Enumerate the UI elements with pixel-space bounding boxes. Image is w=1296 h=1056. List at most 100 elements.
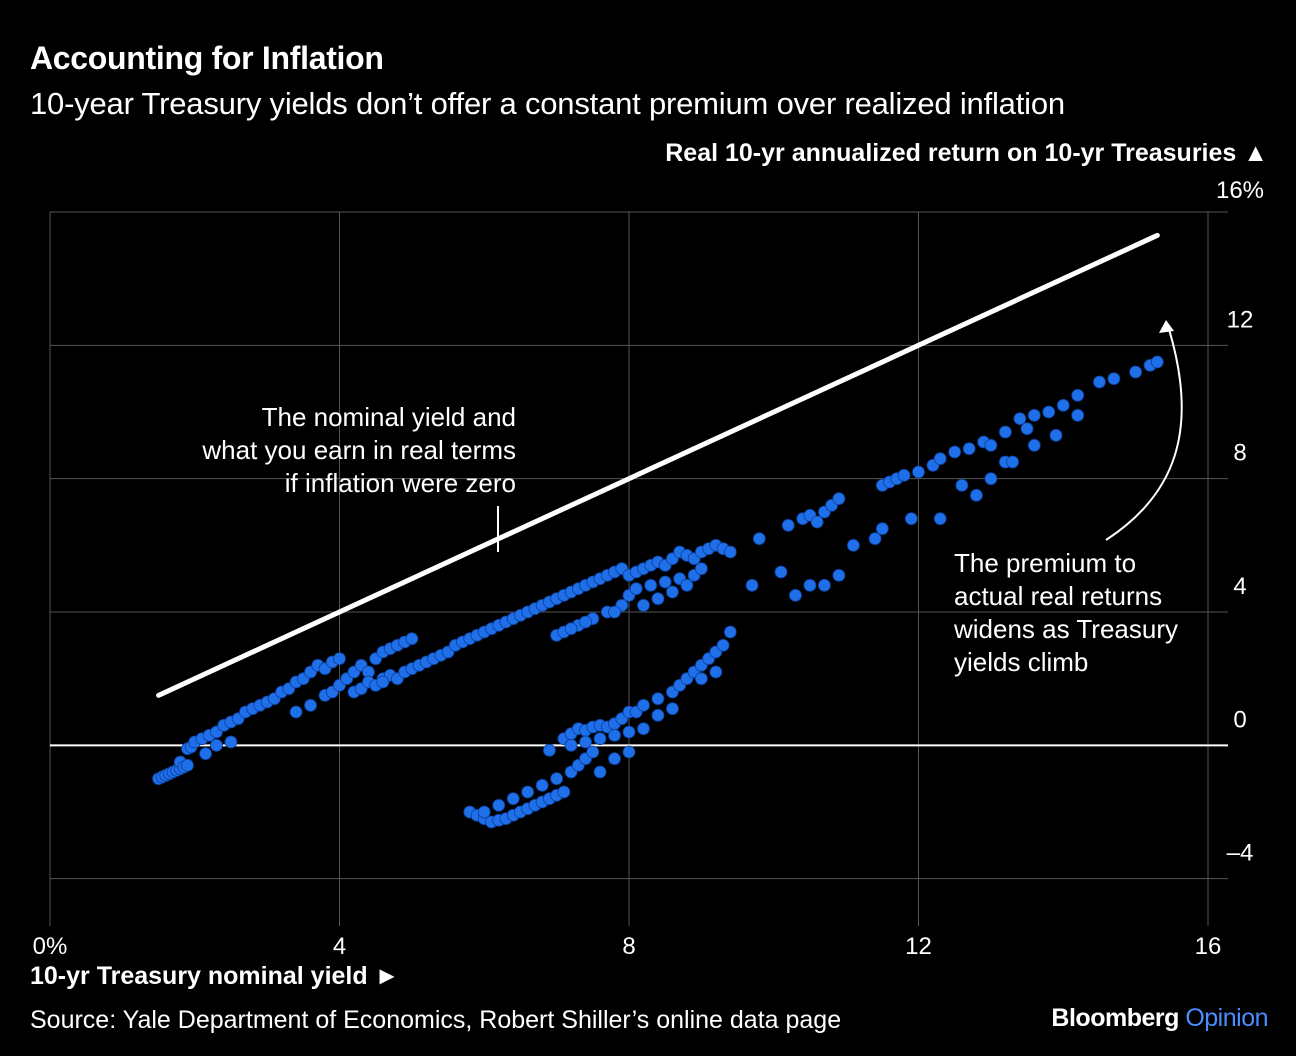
data-point [694,672,708,686]
data-point [948,445,962,459]
data-point [666,702,679,716]
data-point [658,575,672,589]
brand-main: Bloomberg [1051,1004,1179,1032]
zero-inflation-line-group [156,232,1160,698]
data-point [962,442,976,456]
data-point [1056,398,1070,412]
data-point [622,745,636,759]
line-note-line-1: The nominal yield and [262,402,516,432]
data-point [629,582,643,596]
data-point [789,588,802,602]
data-point [224,735,238,749]
data-point [970,488,983,502]
data-point [637,722,650,736]
x-tick-label: 4 [333,933,346,960]
chart-subtitle: 10-year Treasury yields don’t offer a co… [30,86,1065,121]
data-point [550,772,564,786]
data-point [818,578,831,592]
data-point [199,747,213,761]
data-point [1042,405,1056,419]
bloomberg-opinion-logo: Bloomberg Opinion [1051,1004,1268,1033]
line-note-line-3: if inflation were zero [285,468,516,498]
data-point [984,438,998,452]
data-point [1027,438,1041,452]
data-point [637,598,650,612]
x-tick-label: 8 [622,933,635,960]
x-axis-title: 10-yr Treasury nominal yield ► [30,962,400,990]
data-point [651,708,665,722]
data-point [521,785,535,799]
data-point [875,522,889,536]
data-point [1129,365,1143,379]
y-tick-label: 12 [1227,306,1254,333]
data-point [557,785,571,799]
data-point [608,605,621,619]
data-point [1006,455,1019,469]
premium-note-line-2: actual real returns [954,581,1162,611]
data-point [637,698,650,712]
y-tick-label: 4 [1233,573,1246,600]
data-point [492,798,506,812]
data-point [651,692,665,706]
data-point [933,512,947,526]
data-point [608,728,621,742]
data-point [745,578,759,592]
data-point [1049,428,1063,442]
data-point [716,638,730,652]
x-tick-label: 16 [1195,933,1222,960]
data-point [1071,388,1085,402]
data-point [564,738,578,752]
data-point [752,532,766,546]
data-point [289,705,303,719]
data-point [680,578,694,592]
data-point [651,592,665,606]
y-tick-label: 8 [1233,440,1246,467]
data-point [723,545,737,559]
line-note-line-2: what you earn in real terms [201,435,516,465]
x-tick-label: 12 [905,933,932,960]
data-point [998,425,1012,439]
y-axis-title: Real 10-yr annualized return on 10-yr Tr… [665,139,1268,167]
brand-sub: Opinion [1185,1004,1268,1032]
data-point [846,538,860,552]
data-point [1027,408,1041,422]
data-point [608,752,621,766]
premium-note-line-3: widens as Treasury [953,614,1178,644]
y-tick-label: –4 [1227,840,1254,867]
data-point [586,745,600,759]
data-point [955,478,969,492]
data-point [897,468,911,482]
data-point [477,805,491,819]
data-point [694,562,708,576]
data-point [405,632,419,646]
data-point [506,792,520,806]
data-point [723,625,737,639]
data-point [709,665,723,679]
data-point [781,518,795,532]
data-point [1071,408,1085,422]
data-point [1093,375,1106,389]
data-point [644,578,658,592]
premium-note-line-1: The premium to [954,548,1136,578]
data-point [1013,412,1027,426]
premium-note-arrow [1105,325,1183,541]
axis-ticks: 0% 4 8 12 16 –4 0 4 8 12 16% [33,177,1264,960]
x-tick-label: 0% [33,933,68,960]
chart-title: Accounting for Inflation [30,40,384,76]
data-point [832,568,846,582]
data-point [868,532,882,546]
data-point [622,725,636,739]
annotations: The nominal yield and what you earn in r… [201,320,1183,677]
data-point [1107,372,1121,386]
data-point [904,512,918,526]
source-note: Source: Yale Department of Economics, Ro… [30,1006,842,1034]
data-point [579,615,592,629]
data-point [810,515,824,529]
data-point [535,778,549,792]
y-tick-label: 16% [1216,177,1264,204]
data-point [593,765,607,779]
zero-inflation-line [156,232,1160,698]
premium-note-arrowhead-icon [1159,320,1174,333]
data-point [210,738,223,752]
data-point [333,652,346,666]
